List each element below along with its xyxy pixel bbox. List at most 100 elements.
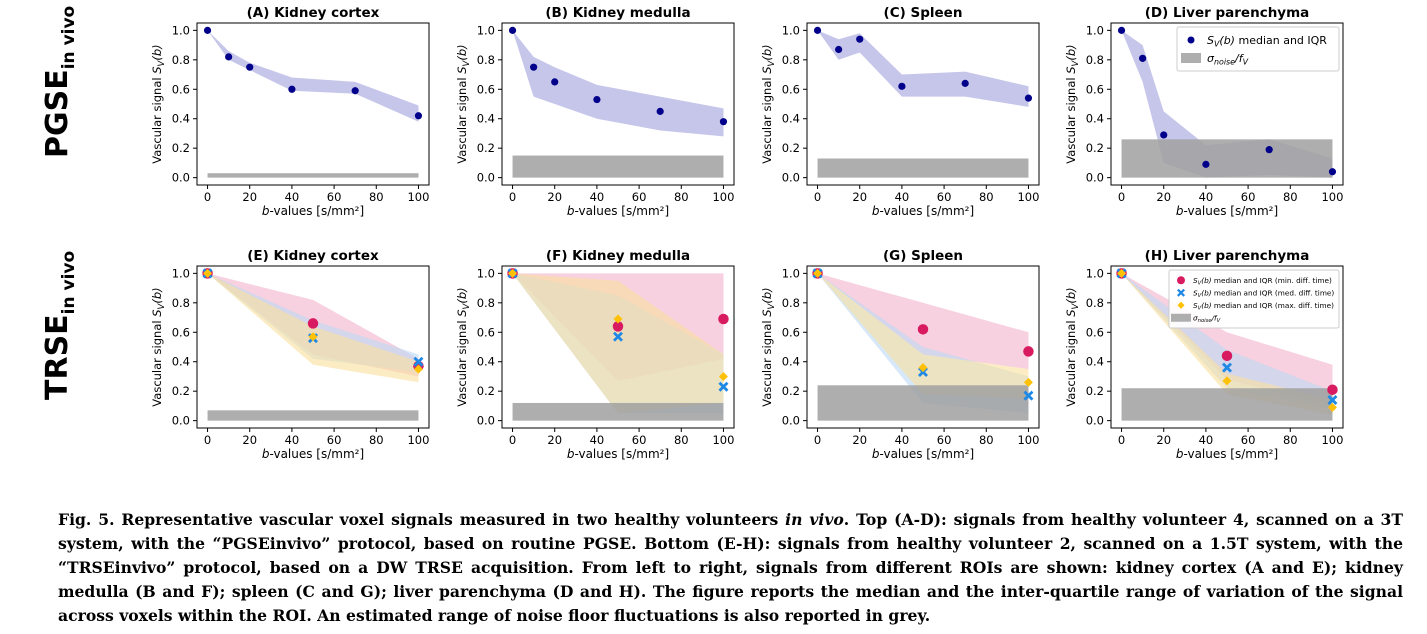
data-point: [1327, 395, 1338, 406]
y-tick-label: 0.2: [172, 141, 190, 155]
x-tick-label: 80: [979, 190, 994, 204]
chart-title: (F) Kidney medulla: [546, 248, 690, 264]
x-tick-label: 20: [547, 190, 562, 204]
data-point: [203, 268, 213, 278]
x-axis-label: b-values [s/mm²]: [567, 204, 669, 218]
y-tick-label: 0.0: [172, 414, 190, 428]
x-tick-label: 20: [242, 433, 257, 447]
x-tick-label: 40: [895, 190, 910, 204]
legend: SV(b) median and IQR (min. diff. time)SV…: [1168, 269, 1340, 329]
noise-floor-band: [207, 410, 419, 421]
y-tick-label: 0.0: [1086, 171, 1104, 185]
y-axis-label: Vascular signal SV(b): [150, 44, 167, 163]
x-tick-label: 40: [1199, 433, 1214, 447]
x-tick-label: 40: [1199, 190, 1214, 204]
y-tick-label: 0.2: [782, 384, 800, 398]
data-point: [530, 63, 538, 71]
iqr-band-1: [817, 273, 1029, 370]
data-point: [813, 268, 823, 278]
data-point: [351, 87, 359, 95]
x-tick-label: 20: [547, 433, 562, 447]
y-tick-label: 1.0: [1086, 266, 1104, 280]
x-tick-label: 40: [285, 190, 300, 204]
chart-title: (B) Kidney medulla: [545, 5, 690, 21]
chart-title: (H) Liver parenchyma: [1145, 248, 1310, 264]
legend-entry-label: SV(b) median and IQR (med. diff. time): [1193, 288, 1334, 299]
x-tick-label: 20: [852, 433, 867, 447]
y-tick-label: 0.0: [477, 414, 495, 428]
figure-canvas: 0 20 40 60 80 100 0.0 0.2 0.4 0.6 0.8 1.0 (A) Kidney…: [150, 5, 1344, 461]
data-point: [718, 371, 728, 381]
legend-entry-label: SV(b) median and IQR (min. diff. time): [1193, 276, 1332, 287]
x-tick-label: 60: [1241, 190, 1256, 204]
legend-marker: [1177, 288, 1185, 297]
axes-frame: [196, 22, 430, 186]
data-point: [1117, 26, 1126, 34]
y-tick-label: 0.2: [477, 384, 495, 398]
data-point: [613, 314, 623, 324]
y-tick-label: 1.0: [172, 23, 190, 37]
y-tick-label: 0.4: [782, 355, 800, 369]
caption-emphasis: in vivo: [785, 510, 844, 529]
x-tick-label: 80: [369, 433, 384, 447]
x-tick-label: 60: [937, 433, 952, 447]
y-tick-label: 0.4: [477, 355, 495, 369]
x-tick-label: 80: [1283, 190, 1298, 204]
y-tick-label: 0.0: [477, 171, 495, 185]
data-point: [719, 118, 728, 126]
noise-floor-band: [817, 158, 1029, 178]
y-tick-label: 1.0: [477, 266, 495, 280]
data-point: [856, 35, 864, 43]
chart-title: (A) Kidney cortex: [247, 5, 380, 21]
x-tick-label: 100: [712, 190, 734, 204]
y-tick-label: 0.8: [782, 296, 800, 310]
iqr-band-3: [512, 273, 724, 414]
data-point: [203, 26, 212, 34]
data-point: [918, 363, 928, 373]
legend: SV(b) median and IQR σnoise/fV: [1176, 26, 1340, 72]
data-point: [308, 332, 318, 342]
x-tick-label: 100: [407, 433, 429, 447]
y-axis-label: Vascular signal SV(b): [1064, 287, 1081, 406]
chart-panel-4: 0 20 40 60 80 100 0.0 0.2 0.4 0.6 0.8 1.0 (D) Liver …: [1064, 5, 1344, 218]
chart-title: (G) Spleen: [883, 248, 963, 264]
data-point: [718, 381, 729, 392]
caption-part-1: Fig. 5. Representative vascular voxel si…: [58, 510, 786, 529]
y-tick-label: 0.8: [172, 53, 190, 67]
x-tick-label: 60: [327, 433, 342, 447]
y-tick-label: 0.8: [172, 296, 190, 310]
x-tick-label: 0: [1118, 433, 1125, 447]
data-point: [288, 85, 296, 93]
x-tick-label: 20: [242, 190, 257, 204]
data-point: [1023, 377, 1033, 387]
y-tick-label: 0.2: [782, 141, 800, 155]
y-tick-label: 0.4: [782, 112, 800, 126]
x-tick-label: 40: [590, 190, 605, 204]
y-tick-label: 0.6: [1086, 325, 1104, 339]
noise-floor-band: [207, 173, 419, 178]
legend-marker: [1187, 36, 1195, 44]
x-tick-label: 100: [1321, 190, 1343, 204]
data-point: [413, 364, 423, 374]
x-tick-label: 80: [369, 190, 384, 204]
y-tick-label: 0.6: [1086, 82, 1104, 96]
data-point: [917, 324, 929, 335]
caption-part-2: . Top (A-D): signals from healthy volunt…: [58, 510, 1404, 625]
data-point: [718, 313, 729, 325]
y-tick-label: 0.2: [1086, 141, 1104, 155]
x-tick-label: 100: [1017, 190, 1039, 204]
y-tick-label: 0.0: [172, 171, 190, 185]
x-tick-label: 100: [1017, 433, 1039, 447]
x-tick-label: 0: [509, 190, 516, 204]
y-axis-label: Vascular signal SV(b): [1064, 44, 1081, 163]
y-tick-label: 0.6: [782, 325, 800, 339]
legend-entry-label: σnoise/fV: [1193, 313, 1221, 324]
y-tick-label: 0.2: [477, 141, 495, 155]
data-point: [1222, 376, 1232, 386]
legend-box: [1168, 269, 1340, 329]
noise-floor-band: [1121, 388, 1333, 421]
data-point: [612, 321, 624, 332]
iqr-band-2: [1121, 273, 1333, 409]
y-tick-label: 0.4: [172, 355, 190, 369]
x-tick-label: 0: [204, 190, 211, 204]
